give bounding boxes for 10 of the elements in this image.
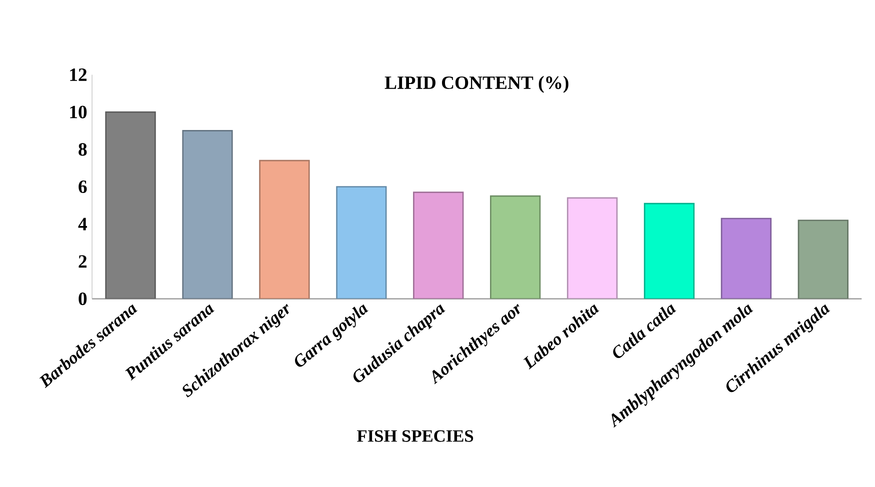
y-tick-label: 8 [78,143,87,156]
y-tick-label: 12 [70,68,87,81]
chart-title: LIPID CONTENT (%) [384,76,568,93]
y-tick-label: 6 [78,180,87,194]
bar [182,130,233,299]
y-tick-label: 10 [70,106,87,118]
y-tick-label: 2 [78,255,87,268]
y-tick-label: 4 [78,218,87,230]
x-axis-title: FISH SPECIES [357,430,474,442]
y-tick-label: 0 [78,292,87,306]
